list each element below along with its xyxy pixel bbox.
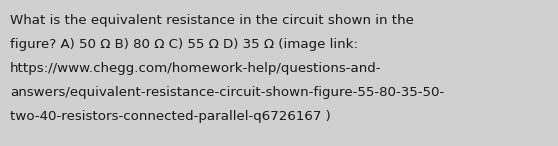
Text: https://www.chegg.com/homework-help/questions-and-: https://www.chegg.com/homework-help/ques… xyxy=(10,62,382,75)
Text: figure? A) 50 Ω B) 80 Ω C) 55 Ω D) 35 Ω (image link:: figure? A) 50 Ω B) 80 Ω C) 55 Ω D) 35 Ω … xyxy=(10,38,358,51)
Text: What is the equivalent resistance in the circuit shown in the: What is the equivalent resistance in the… xyxy=(10,14,414,27)
Text: answers/equivalent-resistance-circuit-shown-figure-55-80-35-50-: answers/equivalent-resistance-circuit-sh… xyxy=(10,86,444,99)
Text: two-40-resistors-connected-parallel-q6726167 ): two-40-resistors-connected-parallel-q672… xyxy=(10,110,331,123)
